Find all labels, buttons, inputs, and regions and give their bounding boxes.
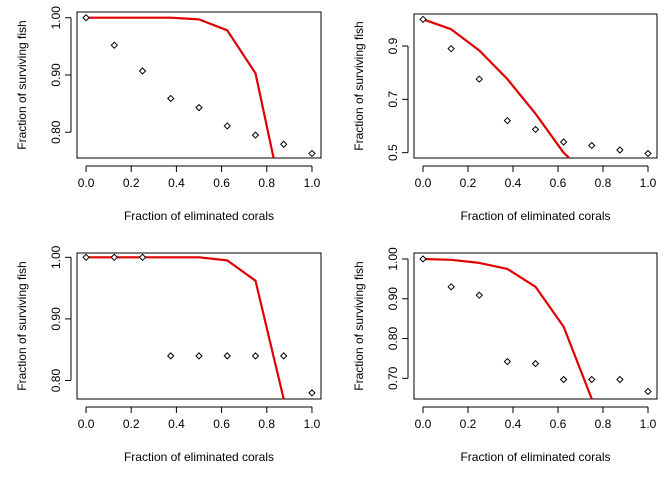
x-axis-title: Fraction of eliminated corals	[124, 209, 274, 223]
x-tick-label: 0.4	[505, 417, 522, 431]
y-axis-title: Fraction of surviving fish	[352, 21, 366, 150]
data-point	[280, 352, 288, 360]
data-point	[251, 131, 260, 139]
model-curve	[86, 256, 285, 399]
y-tick-label: 1.00	[386, 247, 400, 271]
data-point	[531, 125, 540, 134]
data-point	[195, 352, 203, 360]
data-point	[588, 141, 596, 150]
chart-panel-4: 0.0 0.2 0.4 0.6 0.8 1.0 0.70 0.80 0.90 1.00 Fracti…	[352, 247, 658, 464]
x-tick-label: 0.8	[595, 176, 612, 190]
data-point	[475, 291, 483, 299]
x-tick-label: 0.4	[168, 417, 185, 431]
y-tick-label: 0.90	[49, 63, 63, 87]
y-tick-label: 0.80	[49, 120, 63, 144]
model-curve	[422, 257, 593, 399]
data-point	[559, 375, 568, 384]
y-tick-label: 0.90	[386, 287, 400, 311]
y-tick-label: 0.90	[49, 307, 63, 331]
data-point	[110, 41, 118, 49]
x-tick-label: 0.0	[415, 417, 432, 431]
x-tick-label: 0.6	[550, 176, 567, 190]
plot-frame	[413, 252, 658, 400]
x-tick-label: 0.2	[123, 176, 140, 190]
data-point	[308, 149, 316, 158]
x-tick-label: 0.6	[550, 417, 567, 431]
data-point	[110, 253, 118, 262]
data-point	[503, 357, 512, 366]
x-tick-label: 0.2	[123, 417, 140, 431]
x-tick-label: 1.0	[304, 417, 321, 431]
data-point	[223, 352, 231, 360]
x-tick-label: 0.6	[213, 417, 230, 431]
y-tick-label: 0.7	[386, 91, 400, 108]
data-point	[559, 138, 568, 146]
x-tick-label: 1.0	[640, 417, 657, 431]
data-point	[308, 389, 316, 397]
y-tick-label: 0.9	[386, 37, 400, 54]
data-point	[503, 116, 512, 125]
data-point	[531, 359, 540, 368]
chart-panel-2: 0.0 0.2 0.4 0.6 0.8 1.0 0.5 0.7 0.9 Fraction of e…	[352, 13, 658, 223]
x-axis-title: Fraction of eliminated corals	[460, 209, 610, 223]
x-tick-label: 1.0	[640, 176, 657, 190]
data-point	[447, 283, 455, 291]
plot-frame	[76, 252, 322, 400]
data-point	[223, 122, 231, 130]
data-point	[82, 253, 90, 262]
x-tick-label: 0.4	[505, 176, 522, 190]
data-point	[138, 67, 147, 75]
data-point	[588, 375, 596, 384]
plot-frame	[413, 13, 658, 159]
data-point	[616, 146, 624, 154]
chart-panel-3: 0.0 0.2 0.4 0.6 0.8 1.0 0.80 0.90 1.00 Fraction o…	[15, 245, 322, 464]
data-point	[419, 255, 427, 263]
data-point	[419, 15, 427, 24]
data-point	[644, 149, 652, 158]
y-axis-title: Fraction of surviving fish	[15, 261, 29, 390]
model-curve	[86, 16, 275, 158]
y-tick-label: 1.00	[49, 6, 63, 30]
data-point	[138, 253, 147, 262]
x-tick-label: 0.2	[460, 176, 477, 190]
chart-panel-1: 0.0 0.2 0.4 0.6 0.8 1.0 0.80 0.90 1.00 Fraction o…	[15, 6, 322, 223]
data-point	[195, 103, 203, 112]
y-axis-title: Fraction of surviving fish	[15, 20, 29, 149]
data-point	[167, 94, 175, 103]
y-axis-title: Fraction of surviving fish	[352, 261, 366, 390]
data-point	[644, 387, 652, 396]
x-tick-label: 0.8	[258, 417, 275, 431]
x-tick-label: 0.8	[595, 417, 612, 431]
data-point	[82, 14, 90, 22]
data-point	[251, 352, 260, 360]
x-tick-label: 0.6	[213, 176, 230, 190]
data-point	[616, 375, 624, 384]
data-point	[167, 352, 175, 360]
plot-frame	[76, 11, 322, 159]
x-tick-label: 0.8	[258, 176, 275, 190]
data-point	[447, 44, 455, 53]
y-tick-label: 0.80	[49, 369, 63, 393]
x-axis-title: Fraction of eliminated corals	[124, 450, 274, 464]
y-tick-label: 0.5	[386, 144, 400, 161]
x-tick-label: 0.0	[415, 176, 432, 190]
model-curve	[422, 18, 571, 158]
data-point	[280, 140, 288, 148]
y-tick-label: 0.70	[386, 366, 400, 390]
x-tick-label: 1.0	[304, 176, 321, 190]
x-axis-title: Fraction of eliminated corals	[460, 450, 610, 464]
x-tick-label: 0.0	[78, 417, 95, 431]
y-tick-label: 0.80	[386, 327, 400, 351]
data-point	[475, 75, 483, 83]
x-tick-label: 0.4	[168, 176, 185, 190]
y-tick-label: 1.00	[49, 245, 63, 269]
x-tick-label: 0.0	[78, 176, 95, 190]
x-tick-label: 0.2	[460, 417, 477, 431]
